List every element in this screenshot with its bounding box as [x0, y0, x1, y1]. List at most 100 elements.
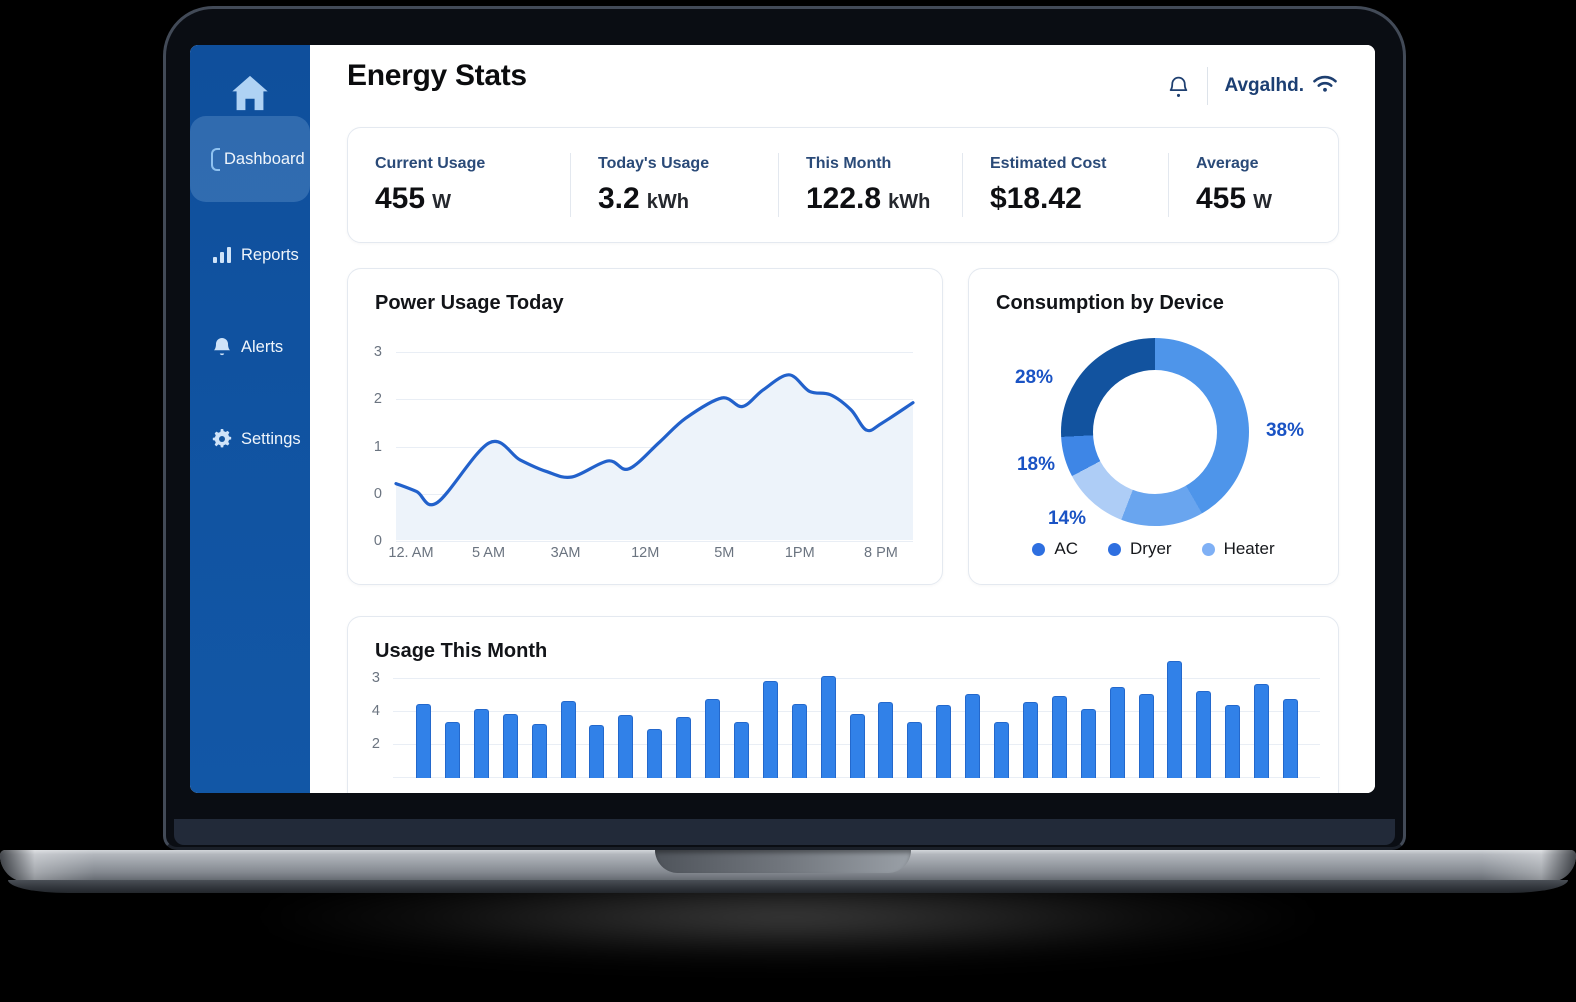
bar-day-4	[502, 713, 518, 778]
x-axis-tick: 8 PM	[864, 545, 898, 561]
bar-day-3	[473, 708, 489, 778]
x-axis-tick: 5M	[714, 545, 735, 561]
bar-chart-title: Usage This Month	[375, 640, 548, 662]
stat-label: Today's Usage	[598, 154, 710, 172]
donut-ring	[1061, 338, 1249, 526]
sidebar-item-label: Reports	[241, 245, 299, 264]
y-axis-tick: 0	[373, 533, 382, 550]
legend-label: Heater	[1223, 539, 1275, 558]
y-axis-tick: 3	[371, 670, 380, 686]
laptop-base-lip	[8, 880, 1568, 893]
dashboard-icon	[204, 147, 224, 171]
x-axis-tick: 3AM	[550, 545, 581, 561]
y-axis-tick: 3	[373, 344, 382, 361]
stat-value: 3.2	[598, 181, 640, 215]
sidebar: Dashboard Reports Alerts Settings	[190, 45, 310, 793]
stats-card: Current Usage 455 W Today's Usage 3.2 kWh This…	[347, 127, 1339, 243]
laptop-shadow	[70, 872, 1506, 1002]
legend-label: AC	[1054, 539, 1079, 558]
bell-icon[interactable]	[1166, 73, 1191, 100]
legend-dot	[1032, 542, 1046, 556]
bar-day-10	[676, 716, 692, 778]
bar-day-30	[1254, 684, 1270, 778]
stat-this-month: This Month 122.8 kWh	[779, 128, 963, 242]
donut-callout: 14%	[1047, 508, 1087, 529]
power-usage-line	[394, 373, 915, 540]
bar-day-5	[531, 723, 547, 778]
stat-label: Current Usage	[375, 154, 486, 172]
donut-legend: AC Dryer Heater	[969, 539, 1338, 559]
legend-item-heater: Heater	[1201, 539, 1275, 559]
user-menu[interactable]: Avgalhd.	[1224, 73, 1338, 99]
bar-day-18	[907, 721, 923, 778]
y-axis-tick: 2	[373, 391, 382, 408]
legend-dot	[1108, 542, 1122, 556]
bar-day-13	[762, 680, 778, 778]
y-axis-tick: 2	[371, 736, 380, 752]
header-actions: Avgalhd.	[1166, 67, 1338, 105]
donut-chart-title: Consumption by Device	[996, 292, 1224, 314]
power-usage-today-card: Power Usage Today 3 2 1 0 0 12. AM 5 AM 3AM 12M 5…	[347, 268, 943, 585]
bar-day-26	[1138, 693, 1154, 778]
bar-day-22	[1022, 702, 1038, 778]
stat-label: Estimated Cost	[990, 154, 1107, 172]
sidebar-item-reports[interactable]: Reports	[190, 235, 310, 275]
stat-unit: kWh	[888, 190, 931, 213]
bar-day-19	[936, 705, 952, 778]
bar-day-7	[589, 725, 605, 778]
usage-this-month-card: Usage This Month 3 4 2	[347, 616, 1339, 793]
stat-today-s-usage: Today's Usage 3.2 kWh	[571, 128, 779, 242]
stat-unit: kWh	[646, 190, 689, 213]
stat-estimated-cost: Estimated Cost $18.42	[963, 128, 1169, 242]
bar-day-11	[705, 698, 720, 778]
laptop-base-notch	[655, 850, 911, 873]
laptop-base	[0, 850, 1576, 882]
alerts-icon	[212, 337, 232, 358]
donut-callout: 28%	[1014, 367, 1054, 388]
donut-callout: 18%	[1016, 454, 1056, 475]
x-axis-tick: 12M	[631, 545, 660, 561]
legend-item-ac: AC	[1032, 539, 1078, 559]
bar-day-16	[849, 713, 865, 778]
stat-average: Average 455 W	[1169, 128, 1340, 242]
stat-value: 455	[375, 181, 426, 215]
header-divider	[1207, 67, 1209, 105]
bar-day-31	[1283, 698, 1298, 778]
stat-label: Average	[1196, 154, 1259, 172]
bar-day-24	[1080, 708, 1096, 778]
sidebar-item-alerts[interactable]: Alerts	[190, 327, 310, 367]
bar-day-29	[1225, 705, 1241, 778]
bar-day-28	[1196, 690, 1212, 778]
stat-label: This Month	[806, 154, 892, 172]
app-window: Dashboard Reports Alerts Settings Energy St…	[190, 45, 1375, 793]
x-axis-tick: 5 AM	[472, 545, 506, 561]
bar-day-2	[444, 721, 460, 778]
page-title: Energy Stats	[347, 59, 527, 92]
legend-label: Dryer	[1130, 539, 1172, 558]
x-axis-tick: 1PM	[784, 545, 815, 561]
laptop-frame: Dashboard Reports Alerts Settings Energy St…	[163, 6, 1406, 850]
reports-icon	[212, 246, 232, 264]
home-icon[interactable]	[228, 73, 272, 113]
x-axis-tick: 12. AM	[388, 545, 434, 561]
wifi-icon	[1312, 73, 1338, 99]
bar-day-9	[647, 728, 663, 778]
sidebar-item-label: Alerts	[241, 337, 284, 356]
bar-day-25	[1109, 687, 1125, 779]
stat-current-usage: Current Usage 455 W	[348, 128, 571, 242]
bar-day-27	[1167, 660, 1183, 778]
bar-day-8	[618, 715, 634, 778]
line-chart-title: Power Usage Today	[375, 292, 564, 314]
user-name: Avgalhd.	[1224, 75, 1304, 96]
laptop-chin	[174, 819, 1395, 845]
legend-item-dryer: Dryer	[1108, 539, 1172, 559]
sidebar-item-dashboard[interactable]: Dashboard	[190, 116, 310, 202]
sidebar-item-label: Dashboard	[224, 149, 305, 168]
bar-day-1	[416, 703, 431, 779]
bar-day-12	[733, 721, 749, 778]
y-axis-tick: 4	[371, 703, 380, 719]
consumption-by-device-card: Consumption by Device 28% 38% 18% 14% AC Drye…	[968, 268, 1339, 585]
stat-unit: W	[432, 190, 451, 213]
sidebar-item-settings[interactable]: Settings	[190, 419, 310, 459]
